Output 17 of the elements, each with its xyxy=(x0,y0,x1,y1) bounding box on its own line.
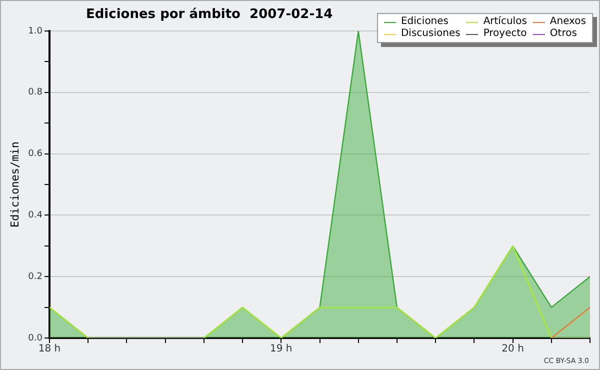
legend-label: Otros xyxy=(550,28,577,40)
x-tick-label: 20 h xyxy=(502,344,524,355)
y-tick-label: 1.0 xyxy=(28,26,43,36)
legend-label: Proyecto xyxy=(483,28,527,40)
y-tick-label: 0.8 xyxy=(28,88,43,98)
x-tick-label: 19 h xyxy=(270,344,292,355)
legend-label: Discusiones xyxy=(400,28,460,40)
y-tick-label: 0.4 xyxy=(28,210,43,221)
y-tick-label: 0.6 xyxy=(28,149,43,160)
legend-label: Artículos xyxy=(483,16,527,28)
y-tick-label: 0.0 xyxy=(28,333,43,344)
y-tick-label: 0.2 xyxy=(28,272,43,282)
x-tick-label: 18 h xyxy=(38,344,61,355)
y-axis-title: Ediciones/min xyxy=(8,141,22,228)
legend-label: Anexos xyxy=(550,16,586,28)
legend-label: Ediciones xyxy=(400,16,449,28)
chart-title: Ediciones por ámbito 2007-02-14 xyxy=(86,7,333,22)
